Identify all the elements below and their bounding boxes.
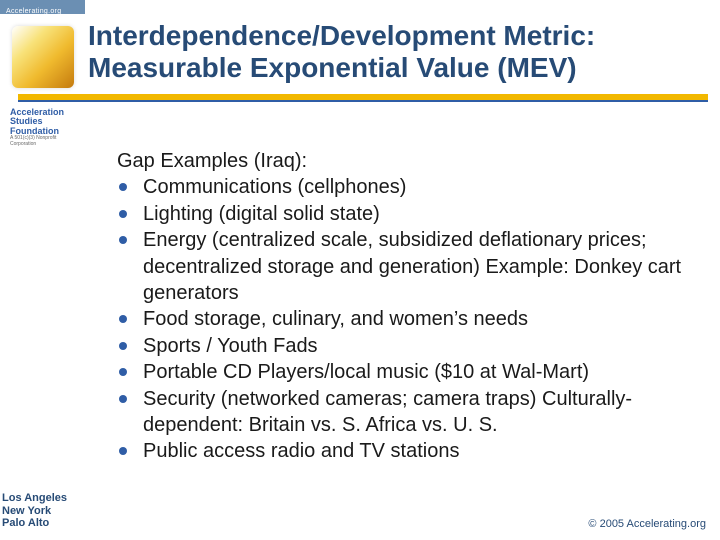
list-item: Sports / Youth Fads bbox=[117, 333, 697, 359]
list-item-text: Energy (centralized scale, subsidized de… bbox=[143, 229, 681, 304]
list-item-text: Food storage, culinary, and women’s need… bbox=[143, 308, 528, 330]
logo-gradient-box bbox=[12, 26, 74, 88]
copyright: © 2005 Accelerating.org bbox=[588, 518, 706, 530]
brand-bar-label: Accelerating.org bbox=[0, 8, 61, 15]
slide-body: Gap Examples (Iraq): Communications (cel… bbox=[117, 148, 697, 465]
list-item: Communications (cellphones) bbox=[117, 174, 697, 200]
bullet-list: Communications (cellphones) Lighting (di… bbox=[117, 174, 697, 464]
location-line: Los Angeles bbox=[2, 492, 67, 505]
title-underline bbox=[18, 94, 708, 102]
slide-root: Accelerating.org Acceleration Studies Fo… bbox=[0, 0, 720, 540]
slide-title: Interdependence/Development Metric: Meas… bbox=[88, 20, 698, 84]
list-item: Security (networked cameras; camera trap… bbox=[117, 386, 697, 439]
list-item-text: Lighting (digital solid state) bbox=[143, 203, 380, 225]
list-item-text: Sports / Youth Fads bbox=[143, 335, 318, 357]
list-item: Lighting (digital solid state) bbox=[117, 201, 697, 227]
location-line: New York bbox=[2, 505, 67, 518]
list-item-text: Security (networked cameras; camera trap… bbox=[143, 388, 632, 436]
brand-bar: Accelerating.org bbox=[0, 0, 85, 14]
list-item: Food storage, culinary, and women’s need… bbox=[117, 306, 697, 332]
body-heading: Gap Examples (Iraq): bbox=[117, 148, 697, 174]
asf-logo: Acceleration Studies Foundation A 501(c)… bbox=[10, 108, 80, 147]
list-item: Public access radio and TV stations bbox=[117, 438, 697, 464]
list-item-text: Communications (cellphones) bbox=[143, 176, 406, 198]
locations: Los Angeles New York Palo Alto bbox=[2, 492, 67, 530]
asf-logo-sub: A 501(c)(3) Nonprofit Corporation bbox=[10, 136, 80, 147]
list-item: Energy (centralized scale, subsidized de… bbox=[117, 227, 697, 306]
list-item-text: Portable CD Players/local music ($10 at … bbox=[143, 361, 589, 383]
list-item: Portable CD Players/local music ($10 at … bbox=[117, 359, 697, 385]
location-line: Palo Alto bbox=[2, 517, 67, 530]
list-item-text: Public access radio and TV stations bbox=[143, 440, 459, 462]
